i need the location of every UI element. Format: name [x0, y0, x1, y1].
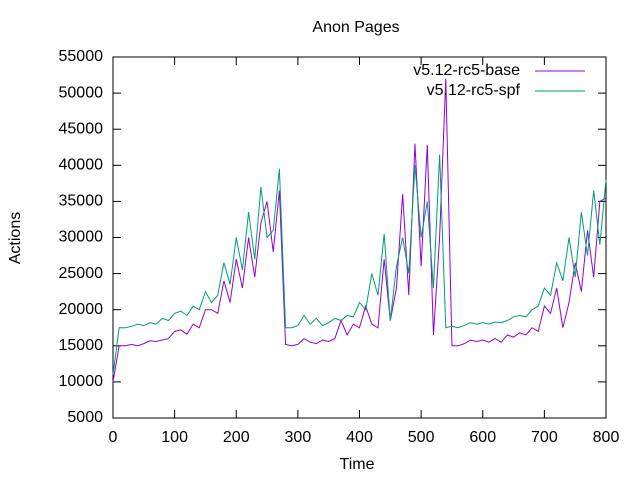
- x-tick-label: 400: [346, 429, 373, 446]
- plot-frame: [112, 56, 607, 419]
- y-tick-label: 25000: [59, 265, 104, 282]
- legend-label: v5.12-rc5-spf: [427, 82, 521, 99]
- x-tick-label: 100: [161, 429, 188, 446]
- y-axis-label: Actions: [7, 212, 24, 264]
- y-tick-label: 20000: [59, 301, 104, 318]
- x-axis-label: Time: [340, 456, 375, 473]
- x-tick-label: 600: [469, 429, 496, 446]
- y-tick-label: 55000: [59, 48, 104, 65]
- y-tick-label: 10000: [59, 373, 104, 390]
- y-tick-label: 40000: [59, 157, 104, 174]
- x-tick-label: 0: [109, 429, 118, 446]
- y-tick-label: 15000: [59, 337, 104, 354]
- y-tick-label: 45000: [59, 120, 104, 137]
- legend-label: v5.12-rc5-base: [413, 62, 520, 79]
- chart-title: Anon Pages: [312, 19, 399, 36]
- y-tick-label: 50000: [59, 84, 104, 101]
- y-tick-label: 30000: [59, 229, 104, 246]
- x-tick-label: 200: [223, 429, 250, 446]
- x-tick-label: 700: [531, 429, 558, 446]
- series-line: [112, 154, 607, 375]
- y-tick-label: 35000: [59, 193, 104, 210]
- x-tick-label: 300: [285, 429, 312, 446]
- series-line: [112, 78, 607, 382]
- x-tick-label: 500: [408, 429, 435, 446]
- x-tick-label: 800: [593, 429, 620, 446]
- y-tick-label: 5000: [67, 409, 103, 426]
